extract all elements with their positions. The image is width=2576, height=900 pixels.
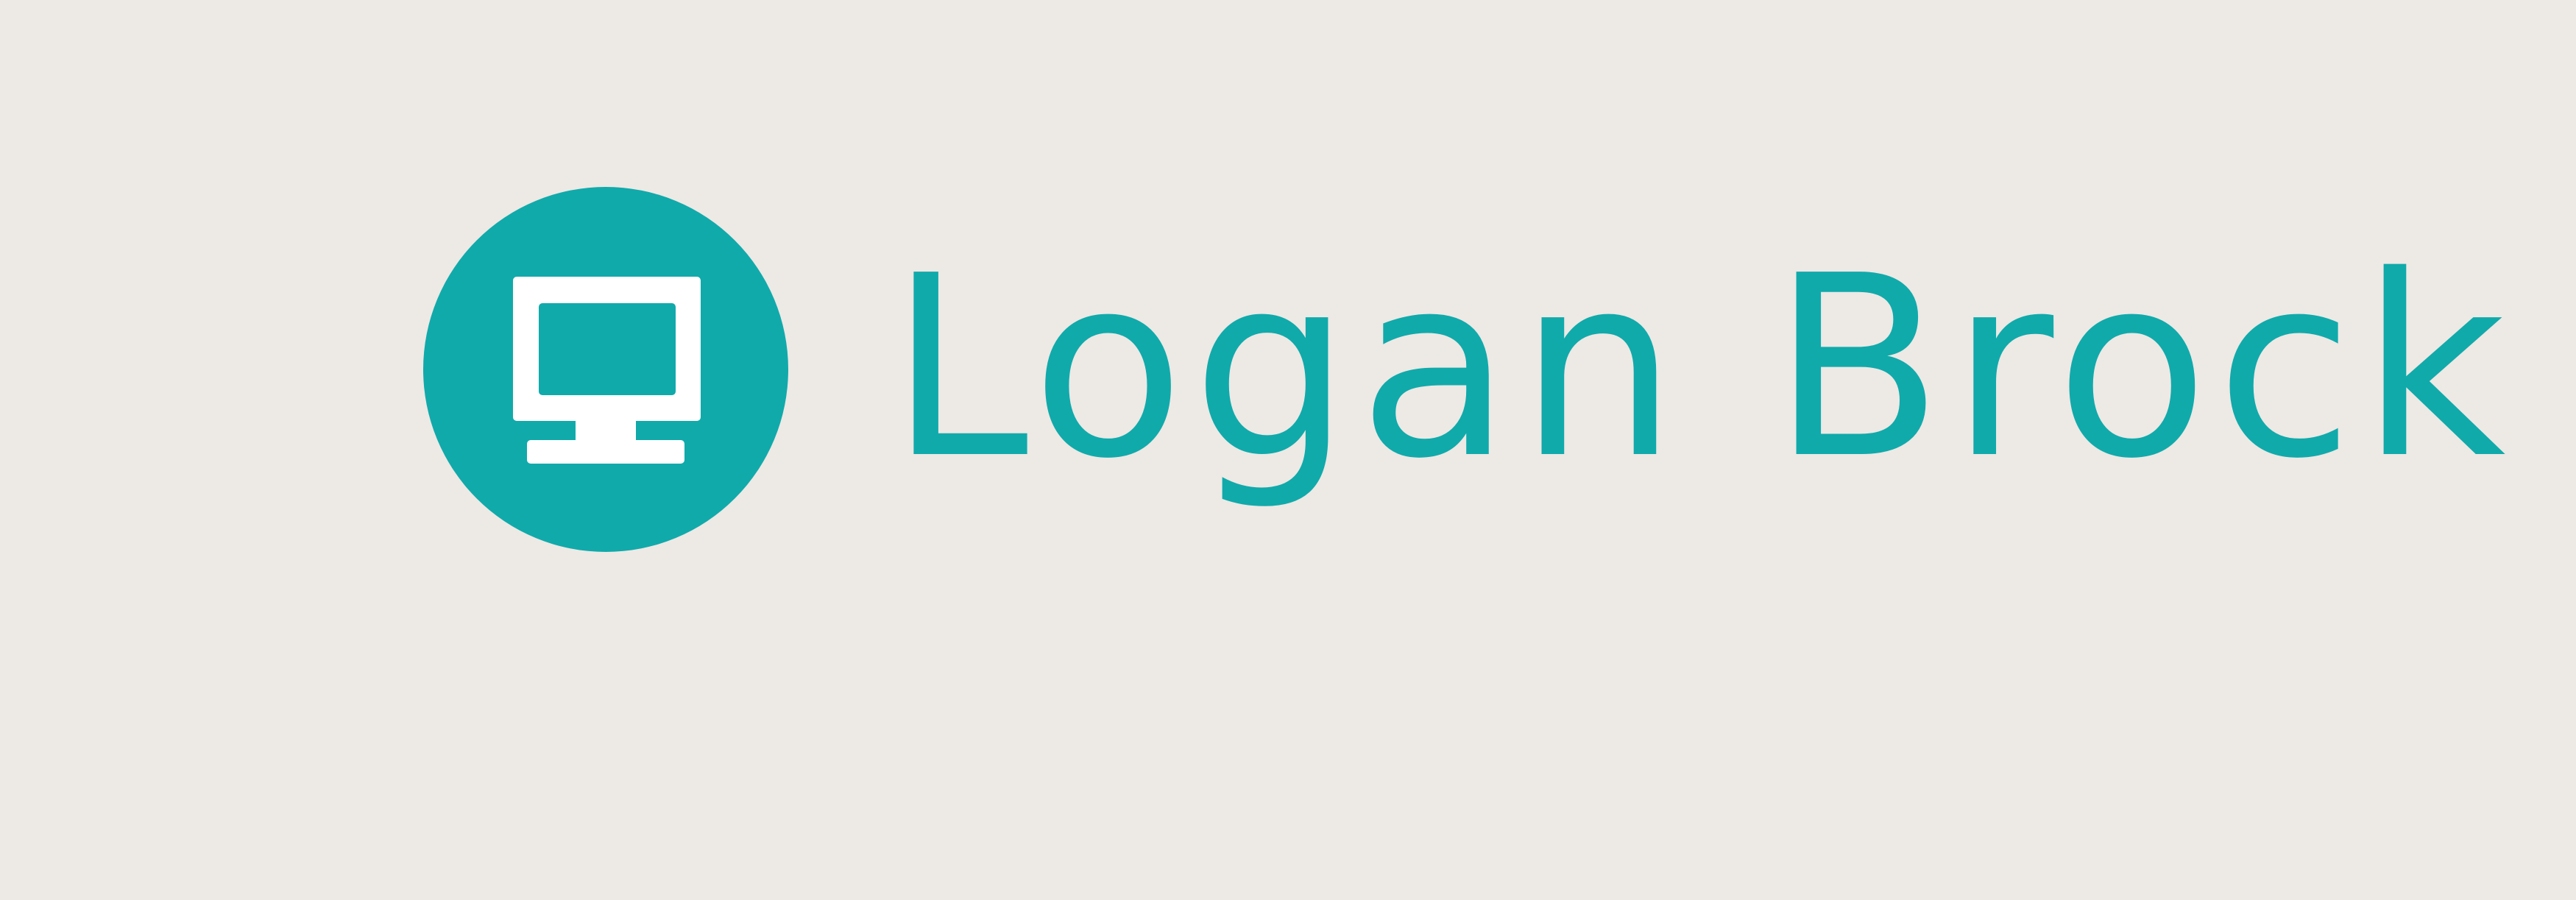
logo-badge	[423, 187, 788, 552]
monitor-glyph	[513, 277, 701, 464]
logo-circle	[423, 187, 788, 552]
computer-monitor-icon	[423, 187, 788, 552]
monitor-neck	[576, 421, 636, 440]
brand-name: Logan Brock	[889, 222, 2513, 514]
monitor-base	[527, 440, 684, 464]
